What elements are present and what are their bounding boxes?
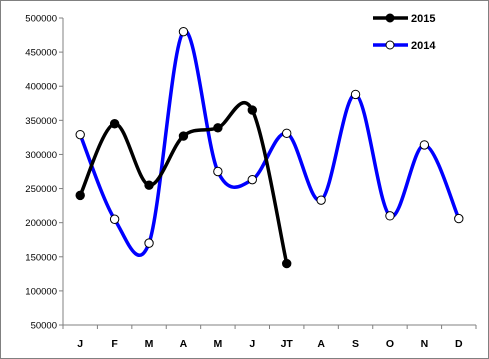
axes [59, 17, 477, 329]
data-point-2015 [282, 258, 292, 269]
x-tick-label: JT [281, 338, 294, 350]
legend-label-2015: 2015 [411, 13, 435, 25]
data-point-2014 [454, 213, 464, 224]
data-point-2014 [213, 166, 223, 177]
x-tick-label: J [77, 338, 83, 350]
legend-item-2015: 2015 [373, 13, 435, 25]
data-point-2014 [282, 128, 292, 138]
series-lines [78, 29, 461, 266]
x-tick-label: N [421, 338, 429, 350]
x-tick-label: S [352, 338, 359, 350]
data-point-2015 [178, 131, 189, 141]
x-tick-label: O [386, 338, 394, 350]
data-point-2014 [316, 195, 326, 205]
data-point-2014 [144, 238, 154, 248]
series-markers [75, 26, 464, 269]
x-tick-label: A [180, 338, 188, 350]
x-tick-label: M [145, 338, 154, 350]
data-point-2015 [75, 190, 85, 201]
x-tick-label: J [249, 338, 255, 350]
y-tick-label: 100000 [25, 286, 57, 297]
y-tick-label: 250000 [25, 184, 57, 195]
data-point-2015 [213, 123, 223, 133]
y-tick-label: 200000 [25, 218, 57, 229]
y-tick-label: 150000 [25, 252, 57, 263]
legend-marker-2014 [385, 40, 395, 50]
legend-item-2014: 2014 [373, 40, 436, 52]
data-point-2014 [247, 174, 257, 185]
y-tick-label: 300000 [25, 150, 57, 161]
x-tick-label: A [317, 338, 325, 350]
data-point-2014 [75, 129, 85, 140]
y-tick-label: 50000 [31, 321, 57, 332]
series-line-2014 [78, 29, 461, 257]
data-point-2014 [178, 26, 189, 37]
data-point-2014 [350, 89, 361, 100]
y-tick-labels: 500000 450000 400000 350000 300000 250000 2000… [25, 14, 57, 332]
legend-marker-2015 [385, 13, 395, 23]
legend-label-2014: 2014 [411, 40, 436, 52]
x-tick-label: D [455, 338, 463, 350]
y-tick-label: 350000 [25, 116, 57, 127]
x-tick-label: M [214, 338, 223, 350]
y-tick-label: 400000 [25, 82, 57, 93]
data-point-2015 [247, 105, 257, 115]
y-tick-label: 500000 [25, 14, 57, 25]
x-tick-label: F [111, 338, 118, 350]
y-tick-label: 450000 [25, 48, 57, 59]
data-point-2014 [385, 211, 395, 221]
data-point-2015 [109, 119, 120, 129]
legend: 2015 2014 [373, 13, 436, 52]
data-point-2014 [109, 214, 120, 224]
data-point-2015 [144, 180, 154, 190]
data-point-2014 [419, 140, 430, 150]
x-tick-labels: J F M A M J JT A S O N D [77, 338, 463, 350]
